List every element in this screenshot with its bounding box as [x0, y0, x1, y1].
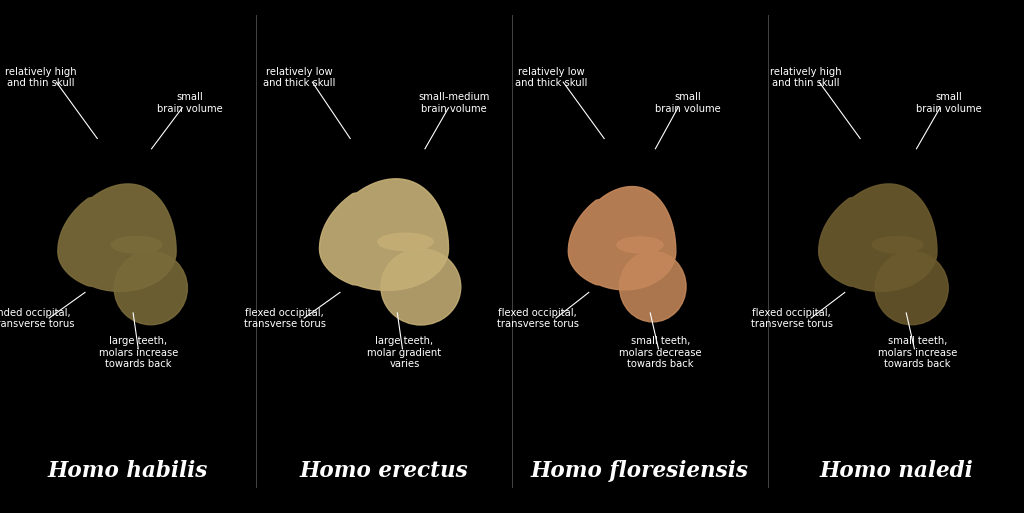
Polygon shape: [819, 184, 937, 291]
Text: small teeth,
molars decrease
towards back: small teeth, molars decrease towards bac…: [620, 336, 701, 369]
Ellipse shape: [381, 249, 461, 325]
Text: large teeth,
molars increase
towards back: large teeth, molars increase towards bac…: [98, 336, 178, 369]
Ellipse shape: [114, 251, 187, 325]
Text: relatively high
and thin skull: relatively high and thin skull: [770, 67, 842, 88]
Text: relatively low
and thick skull: relatively low and thick skull: [515, 67, 587, 88]
Text: Homo erectus: Homo erectus: [300, 460, 468, 482]
Ellipse shape: [872, 236, 923, 253]
Text: small
brain volume: small brain volume: [916, 92, 982, 114]
Ellipse shape: [112, 236, 162, 253]
Ellipse shape: [378, 233, 433, 250]
Ellipse shape: [874, 251, 948, 325]
Polygon shape: [568, 187, 676, 290]
Text: flexed occipital,
transverse torus: flexed occipital, transverse torus: [751, 308, 833, 329]
Text: small
brain volume: small brain volume: [655, 92, 721, 114]
Text: relatively low
and thick skull: relatively low and thick skull: [263, 67, 335, 88]
Polygon shape: [319, 179, 449, 290]
Text: flexed occipital,
transverse torus: flexed occipital, transverse torus: [497, 308, 579, 329]
Text: small teeth,
molars increase
towards back: small teeth, molars increase towards bac…: [878, 336, 957, 369]
Text: flexed occipital,
transverse torus: flexed occipital, transverse torus: [244, 308, 326, 329]
Text: relatively high
and thin skull: relatively high and thin skull: [5, 67, 77, 88]
Ellipse shape: [620, 251, 686, 322]
Text: small
brain volume: small brain volume: [157, 92, 222, 114]
Text: Homo habilis: Homo habilis: [48, 460, 208, 482]
Text: small-medium
brain volume: small-medium brain volume: [418, 92, 489, 114]
Ellipse shape: [616, 237, 664, 253]
Text: rounded occipital,
no transverse torus: rounded occipital, no transverse torus: [0, 308, 75, 329]
Text: large teeth,
molar gradient
varies: large teeth, molar gradient varies: [368, 336, 441, 369]
Text: Homo floresiensis: Homo floresiensis: [531, 460, 749, 482]
Text: Homo naledi: Homo naledi: [819, 460, 973, 482]
Polygon shape: [58, 184, 176, 291]
